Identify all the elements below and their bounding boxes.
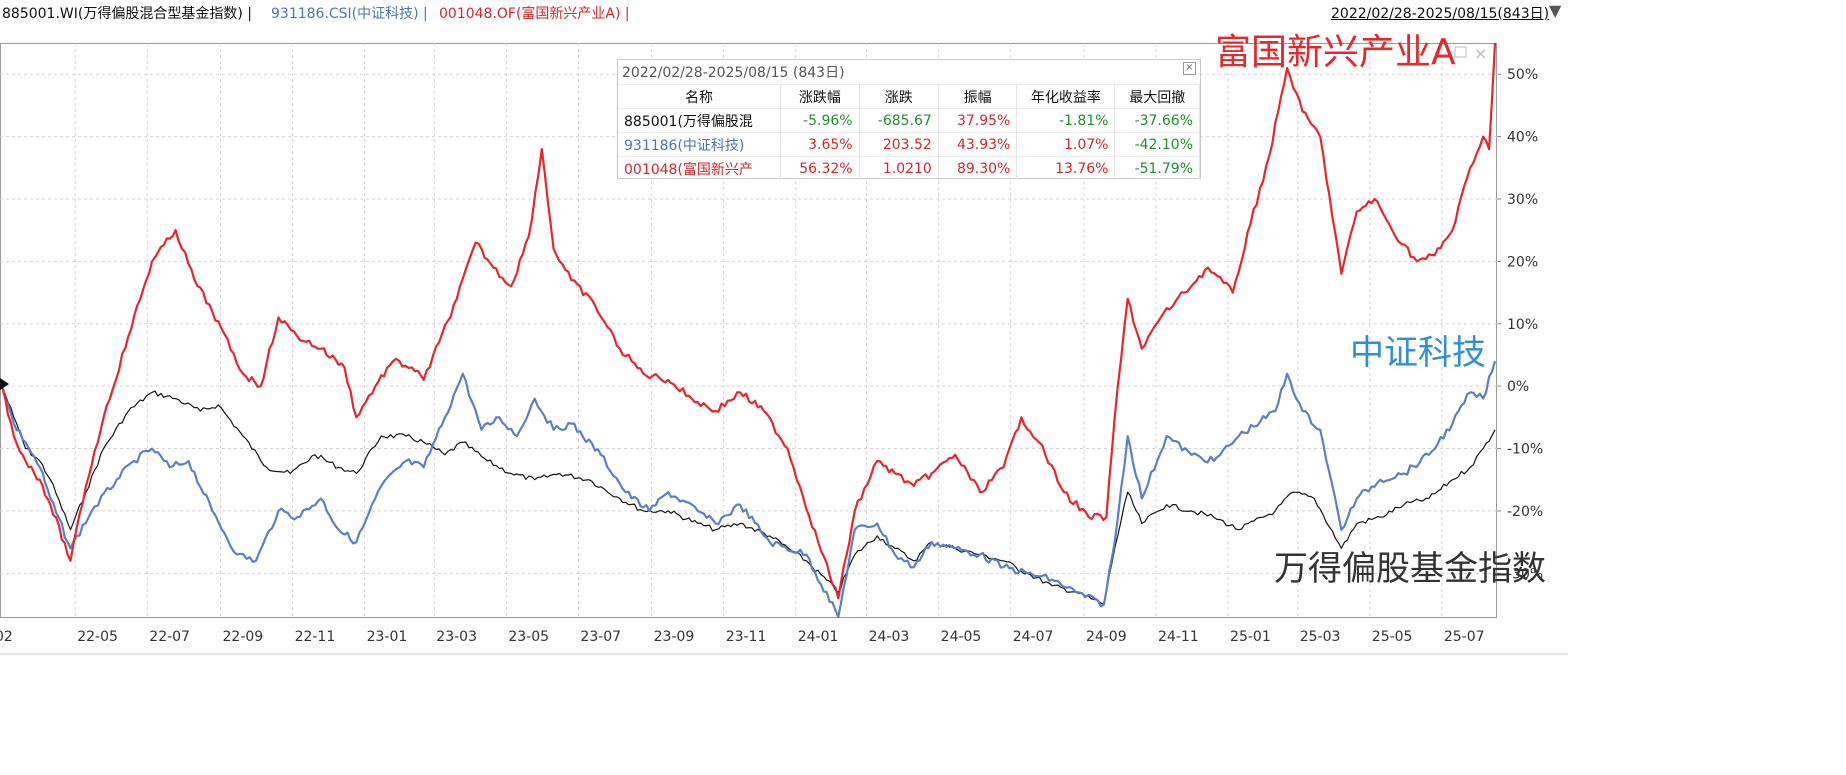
legend-item-885001[interactable]: 885001.WI(万得偏股混合型基金指数) |: [2, 6, 252, 22]
restore-icon[interactable]: [1454, 46, 1467, 58]
col-header-amplitude[interactable]: 振幅: [938, 84, 1018, 109]
row-change: -685.67: [859, 108, 939, 133]
x-tick-label: 24-07: [1013, 629, 1054, 645]
series-annotation-blue: 中证科技: [1350, 333, 1486, 373]
row-max-drawdown: -51.79%: [1114, 156, 1200, 180]
row-change: 1.0210: [859, 156, 939, 180]
x-tick-label: 22-09: [223, 629, 264, 645]
x-tick-label: 24-09: [1086, 629, 1127, 645]
close-icon[interactable]: ×: [1474, 44, 1487, 63]
x-tick-label: 24-03: [869, 629, 910, 645]
x-tick-label: 23-11: [726, 629, 767, 645]
series-annotation-red: 富国新兴产业A: [1215, 32, 1456, 73]
col-header-change[interactable]: 涨跌: [859, 84, 939, 109]
row-name: 001048(富国新兴产: [618, 156, 782, 180]
row-pct-change: 56.32%: [780, 156, 860, 180]
y-tick-label: 10%: [1507, 317, 1538, 333]
x-tick-label: 25-07: [1444, 629, 1485, 645]
y-tick-label: -20%: [1507, 504, 1543, 520]
start-marker-icon: [0, 378, 9, 390]
x-tick-label: 22-05: [77, 629, 118, 645]
series-line-black[interactable]: [1, 385, 1496, 606]
y-tick-label: 30%: [1507, 192, 1538, 208]
row-name: 885001(万得偏股混: [618, 108, 782, 133]
y-tick-label: -10%: [1507, 442, 1543, 458]
row-annualized-return: 1.07%: [1016, 132, 1116, 157]
stats-table: 名称 涨跌幅 涨跌 振幅 年化收益率 最大回撤 885001(万得偏股混 -5.…: [618, 84, 1200, 180]
col-header-max-drawdown[interactable]: 最大回撤: [1114, 84, 1200, 109]
x-tick-label: 23-07: [580, 629, 621, 645]
x-tick-label: 25-01: [1230, 629, 1271, 645]
x-tick-label: 23-01: [367, 629, 408, 645]
chevron-down-icon[interactable]: ▼: [1549, 1, 1562, 20]
stats-popup-title: 2022/02/28-2025/08/15 (843日): [622, 65, 845, 81]
x-tick-label: 24-01: [798, 629, 839, 645]
row-change: 203.52: [859, 132, 939, 157]
stats-popup[interactable]: 2022/02/28-2025/08/15 (843日) × 名称 涨跌幅 涨跌…: [617, 59, 1201, 180]
row-amplitude: 43.93%: [938, 132, 1018, 157]
table-row[interactable]: 931186(中证科技) 3.65% 203.52 43.93% 1.07% -…: [618, 132, 1200, 157]
row-amplitude: 37.95%: [938, 108, 1018, 133]
row-annualized-return: -1.81%: [1016, 108, 1116, 133]
chart-window: 885001.WI(万得偏股混合型基金指数) | 931186.CSI(中证科技…: [0, 0, 1568, 655]
y-tick-label: -30%: [1507, 566, 1543, 582]
row-max-drawdown: -42.10%: [1114, 132, 1200, 157]
date-range-selector[interactable]: 2022/02/28-2025/08/15(843日): [1331, 6, 1550, 22]
y-tick-label: 50%: [1507, 67, 1538, 83]
row-pct-change: 3.65%: [780, 132, 860, 157]
line-chart: -30% -20% -10% 0% 10% 20% 30% 40% 50% 22-02 22-05 2…: [0, 32, 1568, 655]
stats-header-row: 名称 涨跌幅 涨跌 振幅 年化收益率 最大回撤: [618, 84, 1200, 109]
x-tick-label: 22-11: [295, 629, 336, 645]
x-tick-label: 24-11: [1158, 629, 1199, 645]
series-line-blue[interactable]: [0, 360, 1497, 619]
y-tick-label: 40%: [1507, 130, 1538, 146]
x-tick-label: 22-07: [149, 629, 190, 645]
row-max-drawdown: -37.66%: [1114, 108, 1200, 133]
chart-header: 885001.WI(万得偏股混合型基金指数) | 931186.CSI(中证科技…: [0, 0, 1568, 22]
x-tick-label: 23-09: [654, 629, 695, 645]
col-header-name[interactable]: 名称: [618, 84, 782, 109]
y-tick-label: 20%: [1507, 254, 1538, 270]
x-tick-label: 24-05: [941, 629, 982, 645]
row-name: 931186(中证科技): [618, 132, 782, 157]
row-amplitude: 89.30%: [938, 156, 1018, 180]
table-row[interactable]: 001048(富国新兴产 56.32% 1.0210 89.30% 13.76%…: [618, 156, 1200, 180]
row-annualized-return: 13.76%: [1016, 156, 1116, 180]
x-tick-label: 23-05: [508, 629, 549, 645]
plot-area: [0, 43, 1497, 618]
series-line-red[interactable]: [0, 42, 1497, 600]
col-header-annualized-return[interactable]: 年化收益率: [1016, 84, 1116, 109]
x-tick-label: 25-03: [1300, 629, 1341, 645]
x-tick-label: 22-02: [0, 629, 13, 645]
close-icon[interactable]: ×: [1183, 62, 1196, 75]
y-tick-label: 0%: [1507, 379, 1529, 395]
legend-item-931186[interactable]: 931186.CSI(中证科技) |: [271, 6, 428, 22]
x-tick-label: 25-05: [1372, 629, 1413, 645]
x-tick-label: 23-03: [436, 629, 477, 645]
legend-item-001048[interactable]: 001048.OF(富国新兴产业A) |: [439, 6, 630, 22]
col-header-pct-change[interactable]: 涨跌幅: [780, 84, 860, 109]
series-annotation-black: 万得偏股基金指数: [1274, 549, 1546, 589]
row-pct-change: -5.96%: [780, 108, 860, 133]
table-row[interactable]: 885001(万得偏股混 -5.96% -685.67 37.95% -1.81…: [618, 108, 1200, 133]
